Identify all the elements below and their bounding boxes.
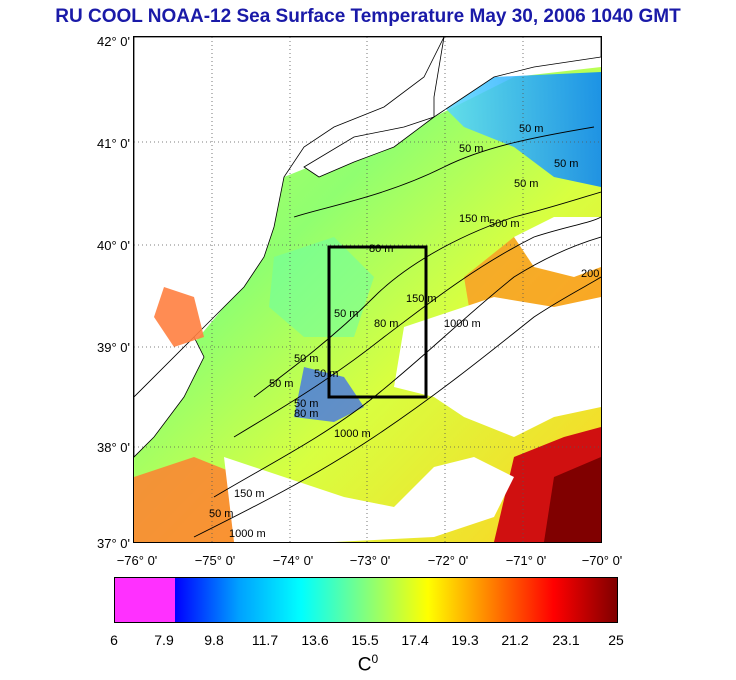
contour-label: 80 m [369,243,393,255]
colorbar-tick-label: 15.5 [351,632,379,648]
sst-map-canvas: 50 m 50 m 50 m 80 m 150 m 500 m 50 m 80 … [134,37,601,542]
sst-map: 50 m 50 m 50 m 80 m 150 m 500 m 50 m 80 … [133,36,602,543]
contour-label: 200 [581,268,599,280]
colorbar-tick-label: 13.6 [301,632,329,648]
longitude-label-70: −70° 0' [581,553,623,568]
cloud-cover-east [514,217,601,277]
cloud-cover-south [224,457,514,542]
contour-label: 500 m [489,218,520,230]
latitude-label-40: 40° 0' [97,238,130,253]
colorbar-tick-label: 9.8 [204,632,224,648]
colorbar-units: C0 [348,652,388,676]
colorbar-tick-label: 23.1 [552,632,580,648]
colorbar-tick-label: 17.4 [401,632,429,648]
colorbar-tick-label: 25 [608,632,624,648]
study-area-box [327,245,428,399]
warm-water-gulf-stream-core [544,457,601,542]
latitude-label-42: 42° 0' [97,34,130,49]
colorbar-tick-label: 19.3 [451,632,479,648]
contour-label: 80 m [294,408,318,420]
contour-label-group: 50 m 50 m 50 m 80 m 150 m 500 m 50 m 80 … [209,123,599,540]
land-long-island [303,116,435,178]
latitude-label-41: 41° 0' [97,136,130,151]
colorbar-tick-label: 11.7 [251,632,279,648]
map-title: RU COOL NOAA-12 Sea Surface Temperature … [55,6,681,27]
contour-label: 50 m [334,308,358,320]
longitude-label-71: −71° 0' [505,553,547,568]
contour-label: 150 m [459,213,490,225]
contour-label: 50 m [459,143,483,155]
longitude-label-73: −73° 0' [349,553,391,568]
contour-label: 1000 m [444,318,481,330]
warm-water-south [134,457,254,542]
contour-label: 80 m [374,318,398,330]
latitude-label-39: 39° 0' [97,340,130,355]
land-delmarva [134,336,205,458]
colorbar-tick-label: 6 [110,632,118,648]
contour-label: 50 m [269,378,293,390]
colorbar-tick-label: 21.2 [501,632,529,648]
contour-label: 50 m [519,123,543,135]
contour-label: 50 m [294,353,318,365]
latitude-label-38: 38° 0' [97,440,130,455]
contour-label: 1000 m [229,528,266,540]
contour-label: 150 m [406,293,437,305]
contour-label: 50 m [314,368,338,380]
longitude-label-76: −76° 0' [116,553,158,568]
contour-label: 50 m [554,158,578,170]
contour-label: 50 m [514,178,538,190]
contour-label: 150 m [234,488,265,500]
longitude-label-72: −72° 0' [427,553,469,568]
longitude-label-75: −75° 0' [194,553,236,568]
colorbar-tick-label: 7.9 [154,632,174,648]
cloud-cover-offshore [394,297,601,437]
land-new-england [433,37,601,118]
temperature-colorbar [114,577,618,623]
contour-label: 50 m [294,398,318,410]
contour-label: 1000 m [334,428,371,440]
latitude-label-37: 37° 0' [97,536,130,551]
cool-water-nj-shelf [269,237,374,337]
units-base: C [357,654,372,676]
longitude-label-74: −74° 0' [272,553,314,568]
cold-water-gulf-of-maine [434,72,601,187]
units-superscript: 0 [371,652,379,666]
contour-label: 50 m [209,508,233,520]
delaware-bay-warm [154,287,204,347]
map-graticule [134,37,601,542]
